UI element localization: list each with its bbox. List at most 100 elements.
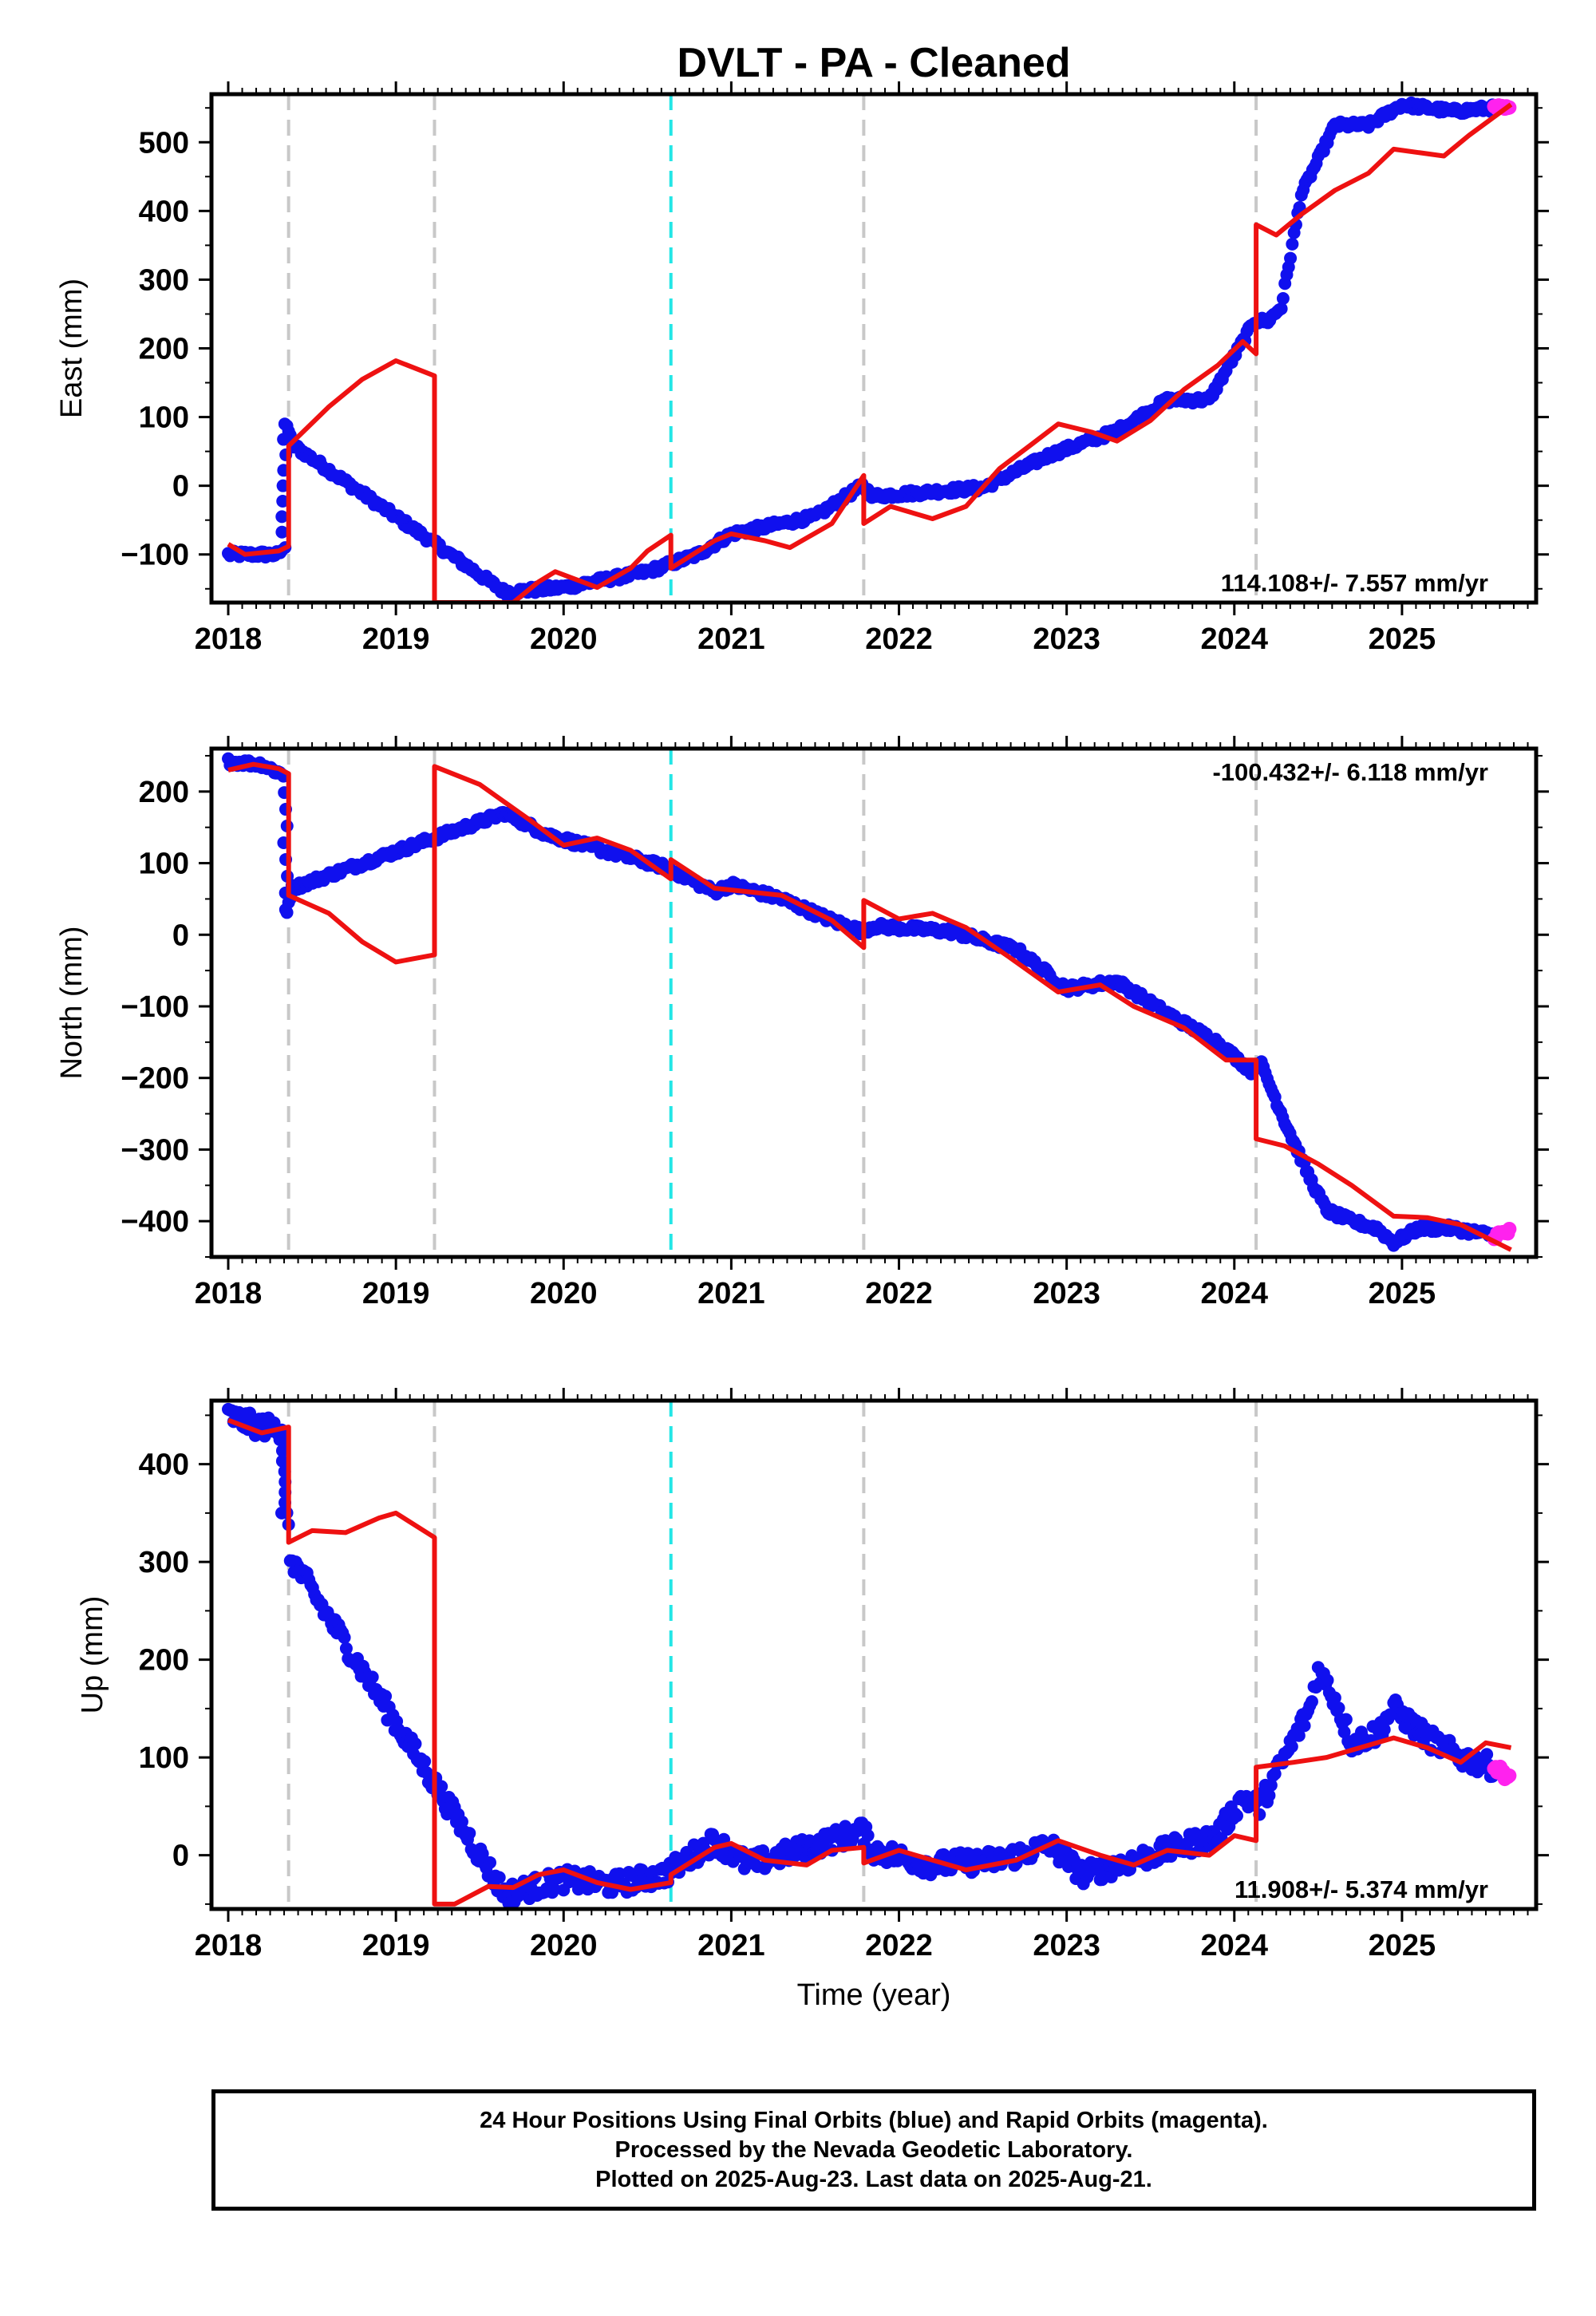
up-x-tick-label: 2018: [195, 1929, 263, 1962]
east-final-orbit-point: [276, 479, 290, 492]
up-final-orbit-point: [1268, 1767, 1282, 1780]
up-y-tick-label: 0: [172, 1840, 189, 1873]
up-final-orbit-point: [455, 1815, 468, 1828]
north-panel: 2018 2019 2020 2021 2022 2023 2024 2025 −400 −300…: [55, 736, 1549, 1310]
east-final-orbit-point: [1276, 292, 1290, 306]
up-final-orbit-point: [418, 1755, 432, 1769]
east-final-orbit-point: [275, 525, 289, 539]
east-x-tick-label: 2022: [865, 622, 933, 656]
up-final-orbit-point: [476, 1847, 489, 1860]
up-y-tick-label: 200: [139, 1644, 189, 1678]
east-rate-label: 114.108+/- 7.557 mm/yr: [1221, 569, 1488, 597]
north-plot-area: [222, 752, 1517, 1252]
east-x-tick-label: 2023: [1033, 622, 1100, 656]
up-final-orbit-point: [365, 1670, 379, 1684]
east-final-orbit-point: [1286, 237, 1299, 251]
up-model-fit-line: [227, 1417, 1512, 1907]
x-axis-label: Time (year): [797, 1978, 951, 2012]
east-model-fit-line: [227, 102, 1513, 603]
up-final-orbit-point: [861, 1828, 875, 1842]
east-final-orbit-point: [1274, 302, 1288, 315]
up-final-orbit-point: [420, 1766, 433, 1780]
up-final-orbit-point: [275, 1444, 289, 1457]
east-y-tick-label: 400: [139, 195, 189, 228]
up-final-orbit-point: [1305, 1695, 1318, 1709]
east-final-orbit-point: [1284, 251, 1298, 265]
east-x-tick-label: 2019: [362, 622, 430, 656]
north-y-tick-label: −200: [120, 1062, 189, 1096]
north-y-tick-label: 200: [139, 776, 189, 809]
north-y-tick-label: −400: [120, 1205, 189, 1239]
north-plot-frame: [209, 746, 1539, 1259]
up-final-orbit-point: [1339, 1713, 1353, 1726]
up-y-axis-label: Up (mm): [76, 1596, 109, 1714]
up-final-orbit-point: [379, 1690, 393, 1703]
east-y-tick-label: 0: [172, 470, 189, 504]
up-final-orbit-point: [547, 1882, 561, 1895]
east-y-tick-label: 500: [139, 126, 189, 160]
up-y-tick-label: 100: [139, 1741, 189, 1775]
up-final-orbit-point: [605, 1886, 618, 1899]
north-y-tick-label: 0: [172, 919, 189, 952]
up-x-tick-label: 2024: [1200, 1929, 1268, 1962]
up-x-tick-label: 2025: [1369, 1929, 1436, 1962]
up-final-orbit-point: [1262, 1788, 1276, 1802]
up-final-orbit-point: [1377, 1723, 1391, 1737]
east-x-tick-label: 2025: [1369, 622, 1436, 656]
up-final-orbit-point: [1292, 1729, 1306, 1742]
north-x-tick-label: 2022: [865, 1277, 933, 1310]
up-x-tick-label: 2022: [865, 1929, 933, 1962]
up-final-orbit-point: [492, 1871, 506, 1884]
caption-line-1: 24 Hour Positions Using Final Orbits (bl…: [480, 2107, 1268, 2133]
east-x-tick-label: 2024: [1200, 622, 1268, 656]
east-plot-area: [222, 96, 1517, 603]
up-x-tick-label: 2023: [1033, 1929, 1100, 1962]
caption-box: 24 Hour Positions Using Final Orbits (bl…: [211, 2089, 1536, 2211]
up-rapid-orbit-point: [1502, 1768, 1517, 1783]
east-y-axis-label: East (mm): [55, 279, 89, 418]
up-final-orbit-point: [1264, 1779, 1278, 1792]
north-y-tick-label: 100: [139, 848, 189, 881]
north-final-orbit-point: [280, 906, 294, 919]
east-x-tick-label: 2021: [697, 622, 765, 656]
up-final-orbit-point: [1480, 1748, 1494, 1761]
east-x-tick-label: 2020: [530, 622, 598, 656]
north-y-tick-label: −100: [120, 990, 189, 1024]
up-final-orbit-point: [484, 1856, 497, 1869]
up-final-orbit-point: [338, 1630, 351, 1644]
up-x-tick-label: 2019: [362, 1929, 430, 1962]
east-x-tick-label: 2018: [195, 622, 263, 656]
up-final-orbit-point: [1328, 1691, 1341, 1705]
chart-title: DVLT - PA - Cleaned: [677, 40, 1070, 86]
north-x-tick-label: 2021: [697, 1277, 765, 1310]
north-x-tick-label: 2024: [1200, 1277, 1268, 1310]
up-final-orbit-point: [1298, 1719, 1311, 1733]
caption-line-3: Plotted on 2025-Aug-23. Last data on 202…: [595, 2166, 1152, 2192]
up-panel: 2018 2019 2020 2021 2022 2023 2024 2025 0 100 200 3…: [76, 1388, 1549, 1962]
up-final-orbit-point: [1321, 1674, 1334, 1687]
up-final-orbit-point: [275, 1454, 289, 1468]
up-final-orbit-point: [339, 1642, 353, 1655]
north-rate-label: -100.432+/- 6.118 mm/yr: [1212, 758, 1488, 786]
north-rapid-orbit-point: [1502, 1221, 1517, 1236]
north-x-tick-label: 2019: [362, 1277, 430, 1310]
up-plot-frame: [209, 1398, 1539, 1911]
north-model-fit-line: [227, 761, 1512, 1252]
east-final-orbit-point: [276, 495, 290, 508]
up-final-orbit-point: [1332, 1701, 1345, 1715]
east-panel: 2018 2019 2020 2021 2022 2023 2024 2025 −100 0 100…: [55, 81, 1549, 656]
north-y-axis-label: North (mm): [55, 926, 89, 1079]
east-y-tick-label: −100: [120, 539, 189, 572]
up-final-orbit-point: [435, 1780, 448, 1793]
east-final-orbit-point: [275, 510, 289, 524]
up-y-tick-label: 300: [139, 1546, 189, 1579]
up-y-tick-label: 400: [139, 1448, 189, 1482]
north-y-tick-label: −300: [120, 1133, 189, 1167]
up-rate-label: 11.908+/- 5.374 mm/yr: [1235, 1875, 1488, 1903]
north-x-tick-label: 2020: [530, 1277, 598, 1310]
north-x-tick-label: 2025: [1369, 1277, 1436, 1310]
up-final-orbit-point: [409, 1737, 422, 1751]
up-plot-area: [222, 1402, 1517, 1909]
east-y-tick-label: 100: [139, 401, 189, 435]
